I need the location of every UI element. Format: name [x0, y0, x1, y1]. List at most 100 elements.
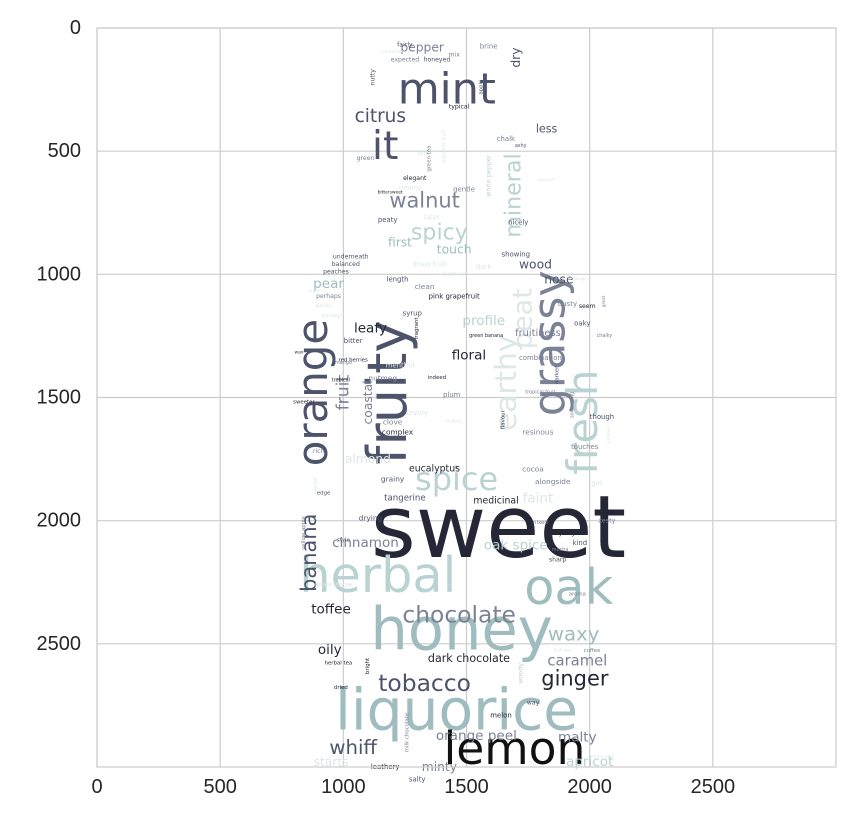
cloud-word: green banana	[469, 333, 503, 339]
cloud-word: flavour	[500, 409, 506, 429]
cloud-word: orange	[288, 319, 337, 466]
cloud-word: orange peel	[436, 728, 517, 744]
y-axis-ticks: 0 500 1000 1500 2000 2500	[37, 17, 82, 655]
cloud-word: honey	[370, 595, 552, 664]
cloud-word: pepper	[400, 41, 445, 55]
cloud-word: gentle	[453, 185, 475, 193]
cloud-word: wood	[519, 257, 552, 271]
y-tick-label: 0	[70, 17, 81, 39]
cloud-word: dried fruit	[412, 260, 446, 268]
cloud-word: mango	[335, 360, 352, 366]
cloud-word: dusty	[558, 300, 577, 308]
cloud-word: elegant	[403, 175, 427, 182]
cloud-word: fresh	[558, 370, 607, 475]
cloud-word: combination	[519, 354, 562, 362]
cloud-word: aroma	[569, 592, 586, 598]
cloud-word: medicinal	[473, 495, 518, 506]
cloud-word: something	[569, 392, 575, 418]
cloud-word: almond	[345, 452, 391, 466]
cloud-word: fruity	[356, 321, 419, 465]
cloud-word: salty	[409, 775, 426, 783]
cloud-word: cocoa	[522, 464, 544, 473]
cloud-word: bitter	[344, 337, 363, 345]
cloud-word: peaches	[323, 268, 349, 275]
cloud-word: ginger	[541, 666, 609, 690]
cloud-word: bright	[365, 658, 371, 674]
cloud-word: woody	[517, 663, 525, 684]
cloud-word: coastal	[361, 380, 375, 424]
cloud-word: green tea	[427, 146, 433, 172]
cloud-word: malty	[558, 729, 597, 745]
cloud-word: bittersweet	[378, 190, 403, 196]
x-axis-ticks: 0 500 1000 1500 2000 2500	[91, 776, 735, 798]
cloud-word: white pepper	[485, 154, 493, 197]
cloud-word: though	[590, 413, 614, 421]
cloud-word: nutty	[369, 69, 376, 86]
cloud-word: grassy	[525, 270, 576, 416]
cloud-word: later	[424, 214, 440, 222]
cloud-word: kind	[572, 539, 587, 547]
cloud-word: it	[372, 123, 398, 169]
y-tick-label: 2500	[37, 633, 82, 655]
cloud-word: dry	[509, 47, 523, 67]
cloud-word: spice	[415, 460, 498, 498]
cloud-word: herbal tea	[325, 661, 353, 667]
cloud-word: resinous	[522, 427, 553, 436]
cloud-word: seem	[579, 303, 596, 310]
cloud-word: peat	[508, 288, 539, 349]
cloud-word: syrup	[403, 310, 422, 318]
cloud-word: yellow apple	[301, 515, 307, 550]
cloud-word: apple	[478, 79, 484, 95]
cloud-word: drying	[359, 514, 383, 523]
cloud-word: style	[337, 537, 351, 543]
cloud-word: toffee	[311, 601, 351, 617]
cloud-word: complex	[382, 427, 414, 436]
cloud-word: clove	[383, 418, 403, 427]
cloud-word: rich	[313, 448, 325, 455]
cloud-word: herbal	[299, 546, 456, 604]
cloud-word: element	[441, 271, 467, 278]
cloud-word: although	[568, 276, 588, 282]
x-tick-label: 1500	[444, 776, 489, 798]
x-tick-label: 2500	[691, 776, 736, 798]
cloud-word: nutmeg	[368, 373, 397, 382]
cloud-word: whiff	[329, 736, 377, 759]
cloud-word: dark chocolate	[428, 652, 510, 665]
cloud-word: great	[601, 295, 607, 307]
cloud-word: buttery	[446, 419, 463, 425]
cloud-word: oak spice	[484, 537, 548, 553]
cloud-word: slight	[308, 288, 320, 294]
x-tick-label: 500	[203, 776, 236, 798]
cloud-word: coconut	[537, 177, 555, 183]
cloud-word: darker	[555, 366, 561, 384]
cloud-word: green	[357, 155, 375, 162]
cloud-word: typical	[449, 103, 470, 110]
cloud-word: dried	[334, 685, 348, 691]
cloud-word: plum	[443, 391, 461, 399]
cloud-word: nicely	[508, 219, 528, 227]
cloud-word: length	[387, 275, 409, 283]
cloud-word: passion fruit	[441, 129, 447, 163]
cloud-word: banana	[297, 514, 321, 592]
cloud-word: liquorice	[335, 677, 578, 743]
cloud-word: tropical fruit	[525, 390, 555, 396]
cloud-word: floral	[452, 348, 486, 364]
cloud-word: less	[536, 122, 558, 135]
cloud-word: chalk	[497, 135, 515, 143]
cloud-word: pear	[313, 276, 344, 292]
cloud-word: mix	[449, 52, 461, 59]
cloud-word: way	[527, 699, 540, 706]
cloud-word: earthy	[489, 335, 523, 431]
cloud-word: sharp	[549, 557, 566, 564]
cloud-word: touches	[571, 443, 599, 451]
cloud-word: citrus	[355, 106, 406, 127]
cloud-word: eucalyptus	[409, 463, 460, 474]
cloud-word: smoky	[321, 313, 341, 320]
cloud-word: profile	[462, 313, 505, 329]
plot-area-frame	[96, 27, 837, 768]
cloud-word: mineral	[500, 153, 526, 237]
cloud-word: lemon peel	[590, 754, 615, 760]
cloud-word: grainy	[381, 474, 405, 483]
y-tick-label: 1000	[37, 263, 82, 285]
